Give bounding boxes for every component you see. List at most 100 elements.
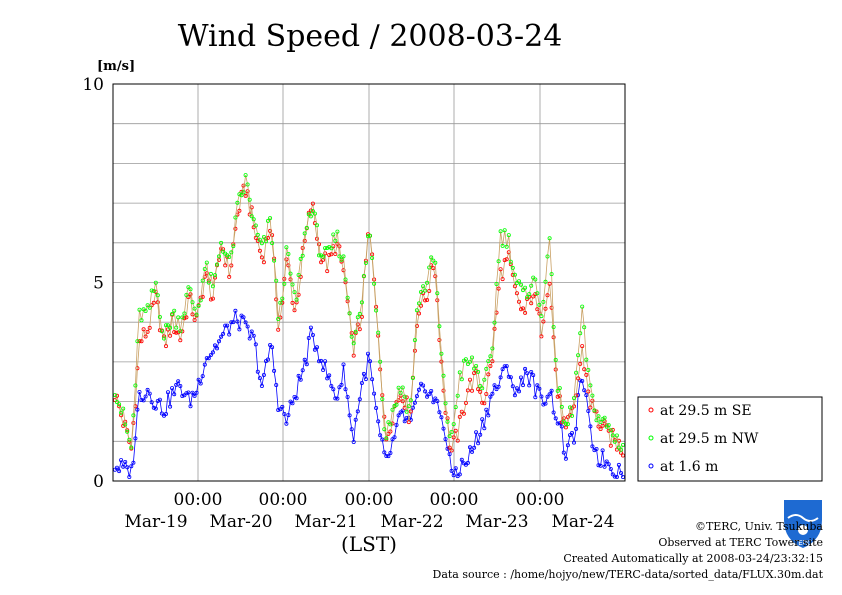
data-point [172, 330, 177, 335]
data-point [310, 332, 315, 337]
data-point [478, 383, 483, 388]
data-point [523, 285, 528, 290]
data-point [174, 325, 179, 330]
data-point [241, 190, 246, 195]
data-point [394, 402, 399, 407]
data-point [306, 335, 311, 340]
data-point [147, 325, 152, 330]
data-point [547, 392, 552, 397]
data-point [296, 373, 301, 378]
data-point [349, 427, 354, 432]
data-point [572, 404, 577, 409]
data-point [547, 236, 552, 241]
y-tick-label: 5 [93, 274, 104, 294]
legend-marker [648, 407, 654, 413]
data-point [539, 394, 544, 399]
data-point [502, 228, 507, 233]
data-point [463, 400, 468, 405]
data-point [519, 375, 524, 380]
x-tick-date-label: Mar-20 [209, 512, 272, 532]
data-point [488, 354, 493, 359]
data-point [227, 332, 232, 337]
data-point [123, 459, 128, 464]
series-line [114, 175, 624, 451]
data-point [486, 359, 491, 364]
data-point [531, 294, 536, 299]
data-point [233, 226, 238, 231]
data-point [184, 292, 189, 297]
data-point [388, 429, 393, 434]
x-tick-time-label: 00:00 [345, 490, 394, 510]
data-point [563, 456, 568, 461]
data-point [339, 382, 344, 387]
data-point [425, 297, 430, 302]
data-point [249, 329, 254, 334]
data-point [245, 189, 250, 194]
data-point [551, 324, 556, 329]
data-point [616, 445, 621, 450]
data-point [241, 183, 246, 188]
data-point [359, 314, 364, 319]
data-point [437, 324, 442, 329]
chart-grid [113, 84, 625, 481]
data-point [557, 394, 562, 399]
data-point [345, 295, 350, 300]
data-point [492, 383, 497, 388]
data-point [308, 208, 313, 213]
data-point [268, 216, 273, 221]
data-point [584, 357, 589, 362]
data-point [537, 302, 542, 307]
data-point [517, 389, 522, 394]
legend-label: at 29.5 m NW [660, 431, 759, 447]
data-point [192, 317, 197, 322]
data-point [427, 392, 432, 397]
legend-items: at 29.5 m SE at 29.5 m NW at 1.6 m [648, 403, 759, 475]
data-point [535, 307, 540, 312]
data-point [270, 233, 275, 238]
data-point [204, 271, 209, 276]
data-point [482, 401, 487, 406]
data-point [457, 414, 462, 419]
data-point [484, 366, 489, 371]
data-point [525, 371, 530, 376]
data-point [600, 448, 605, 453]
data-point [425, 394, 430, 399]
data-point [357, 311, 362, 316]
data-point [553, 357, 558, 362]
data-point [355, 409, 360, 414]
data-point [259, 255, 264, 260]
data-point [170, 311, 175, 316]
plot-frame [112, 83, 626, 482]
terc-logo: TERC [784, 500, 822, 548]
data-point [304, 225, 309, 230]
data-point [200, 278, 205, 283]
data-point [484, 391, 489, 396]
data-point [247, 336, 252, 341]
data-point [574, 370, 579, 375]
data-point [137, 339, 142, 344]
data-point [455, 438, 460, 443]
data-point [235, 319, 240, 324]
data-point [568, 433, 573, 438]
data-point [241, 315, 246, 320]
data-point [612, 439, 617, 444]
data-point [429, 255, 434, 260]
data-point [202, 266, 207, 271]
data-point [251, 217, 256, 222]
data-point [115, 465, 120, 470]
data-point [539, 334, 544, 339]
data-point [310, 209, 315, 214]
data-point [135, 407, 140, 412]
data-point [406, 420, 411, 425]
data-point [527, 292, 532, 297]
data-point [472, 371, 477, 376]
data-point [278, 300, 283, 305]
data-point [447, 452, 452, 457]
data-point [292, 308, 297, 313]
data-point [455, 393, 460, 398]
data-point [216, 339, 221, 344]
data-point [412, 400, 417, 405]
x-tick-time-label: 00:00 [174, 490, 223, 510]
data-point [310, 201, 315, 206]
data-point [451, 422, 456, 427]
